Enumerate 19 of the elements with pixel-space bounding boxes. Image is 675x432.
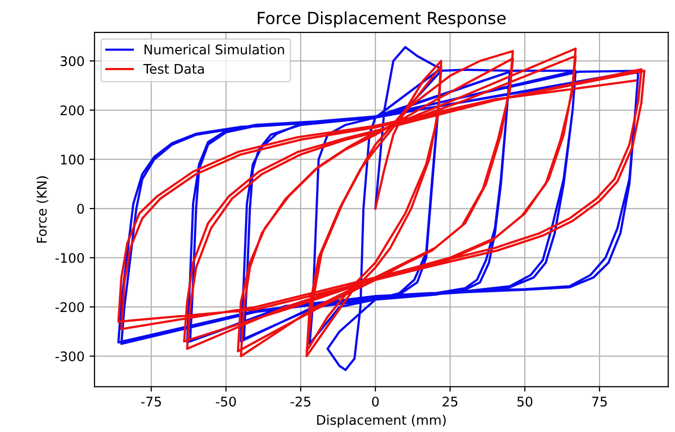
y-tick-label: 0 [77,204,84,214]
chart-title: Force Displacement Response [258,11,506,28]
x-tick-label: -50 [216,396,236,407]
x-tick-label: -25 [290,396,310,407]
x-axis-title: Displacement (mm) [317,414,446,428]
y-tick-label: 100 [61,154,84,165]
y-tick-label: -200 [55,302,84,312]
y-tick-label: 200 [60,105,84,116]
y-tick-label: -300 [55,351,84,362]
legend-label: Numerical Simulation [144,44,284,54]
x-tick-label: 0 [372,396,379,407]
x-tick-label: -75 [141,396,161,407]
x-tick-label: 75 [592,396,607,407]
y-tick-label: 300 [60,56,84,66]
x-tick-label: 25 [442,396,458,407]
y-axis-title: Force (KN) [36,176,48,243]
legend-label: Test Data [143,64,204,74]
y-tick-label: -100 [55,252,84,263]
x-tick-label: 50 [517,396,532,407]
